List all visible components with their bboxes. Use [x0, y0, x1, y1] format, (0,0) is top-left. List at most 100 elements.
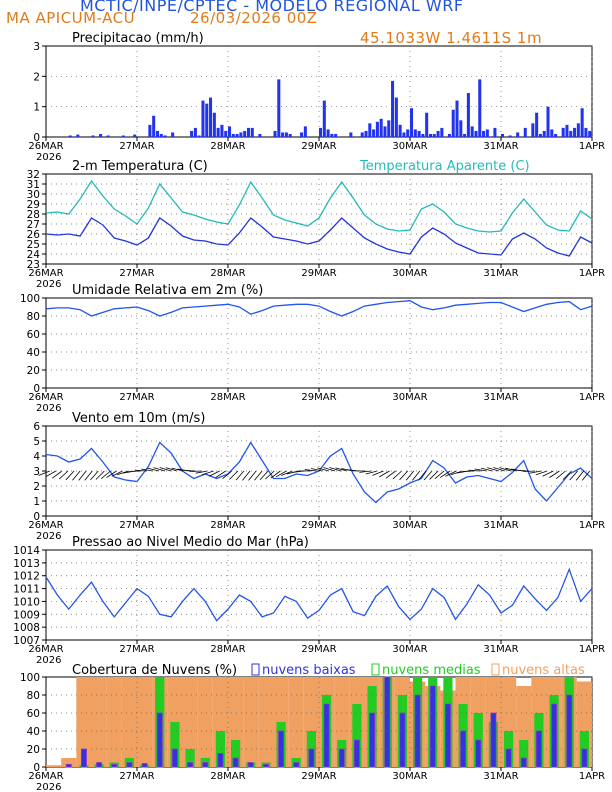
legend-label: nuvens altas — [502, 663, 585, 678]
precip-bar — [402, 132, 406, 137]
wind-barb — [505, 467, 518, 472]
cloud-low-bar — [141, 763, 148, 768]
precip-bar — [235, 133, 239, 137]
chart-title: Vento em 10m (m/s) — [72, 411, 205, 426]
x-tick-label: 28MAR — [210, 392, 245, 403]
x-year-label: 2026 — [36, 279, 61, 290]
x-tick-label: 27MAR — [119, 268, 154, 279]
wind-barb — [229, 470, 239, 480]
precip-bar — [451, 109, 455, 137]
wind-barb — [195, 470, 208, 474]
precip-bar — [478, 79, 482, 137]
x-year-label: 2026 — [36, 655, 61, 666]
x-tick-label: 1APR — [579, 392, 605, 403]
wind-barb — [78, 470, 87, 481]
cloud-low-bar — [187, 762, 194, 768]
precip-bar — [288, 133, 292, 137]
legend-label: Temperatura Aparente (C) — [359, 159, 530, 174]
wind-barb — [423, 470, 433, 481]
cloud-high-bar — [91, 677, 107, 767]
precip-bar — [193, 127, 197, 137]
wind-barb — [90, 470, 99, 481]
wind-barb — [569, 470, 578, 481]
precip-bar — [368, 123, 372, 137]
precip-bar — [360, 132, 364, 137]
wind-barb — [445, 470, 457, 477]
precip-bar — [190, 130, 194, 137]
cloud-high-bar — [61, 758, 77, 767]
cloud-low-bar — [80, 748, 87, 768]
x-tick-label: 27MAR — [119, 141, 154, 152]
x-tick-label: 28MAR — [210, 520, 245, 531]
x-tick-label: 31MAR — [483, 520, 518, 531]
wind-barb — [52, 470, 63, 479]
y-tick-label: 0 — [33, 762, 40, 774]
precip-bar — [231, 133, 235, 137]
chart-title: Precipitacao (mm/h) — [72, 31, 204, 46]
precip-bar — [463, 133, 467, 137]
cloud-high-bar — [46, 765, 62, 767]
legend-label: nuvens baixas — [262, 663, 356, 678]
wind-barb — [248, 470, 257, 481]
precip-bar — [561, 127, 565, 137]
precip-bar — [243, 130, 247, 137]
precip-bar — [508, 135, 512, 137]
wind-barb — [281, 470, 293, 476]
x-tick-label: 27MAR — [119, 644, 154, 655]
y-tick-label: 3 — [33, 466, 40, 478]
precip-bar — [224, 130, 228, 137]
precip-bar — [459, 120, 463, 137]
y-tick-label: 1007 — [13, 635, 40, 647]
legend-swatch — [371, 663, 380, 676]
wind-barb — [487, 467, 499, 472]
x-tick-label: 30MAR — [392, 392, 427, 403]
wind-barb — [128, 470, 141, 472]
y-tick-label: 23 — [27, 259, 40, 271]
wind-barb — [517, 469, 530, 472]
wind-barb — [159, 467, 172, 472]
x-year-label: 2026 — [36, 152, 61, 163]
chart-title: 2-m Temperatura (C) — [72, 159, 208, 174]
wind-barb — [429, 470, 439, 480]
cloud-low-bar — [505, 748, 512, 768]
wind-barb — [523, 470, 536, 473]
y-tick-label: 29 — [27, 199, 40, 211]
x-tick-label: 31MAR — [483, 771, 518, 782]
cloud-low-bar — [111, 763, 118, 768]
cloud-mid-bar — [170, 722, 180, 767]
y-tick-label: 2 — [33, 481, 40, 493]
precip-bar — [542, 130, 546, 137]
precip-bar — [501, 133, 505, 137]
precip-bar — [573, 127, 577, 137]
wind-barb — [462, 470, 475, 472]
wind-barb — [189, 470, 202, 473]
precip-bar — [436, 130, 440, 137]
cloud-high-bar — [137, 677, 153, 767]
wind-barb — [45, 470, 57, 478]
cloud-low-bar — [444, 703, 451, 768]
precip-bar — [171, 132, 175, 137]
wind-barb — [58, 470, 69, 480]
y-tick-label: 60 — [27, 708, 40, 720]
cloud-high-bar — [258, 677, 274, 767]
precip-bar — [349, 132, 353, 137]
y-tick-label: 1009 — [13, 609, 40, 621]
x-tick-label: 26MAR — [28, 771, 63, 782]
x-tick-label: 26MAR — [28, 268, 63, 279]
y-tick-label: 1011 — [13, 584, 40, 596]
chart-panel-1: 0 1 2 3 26MAR 27MAR 28MAR 29MAR 30MAR 31MAR 1APR 20… — [28, 31, 605, 163]
x-tick-label: 29MAR — [301, 392, 336, 403]
x-tick-label: 29MAR — [301, 771, 336, 782]
precip-bar — [440, 127, 444, 137]
wind-barb — [412, 470, 421, 481]
cloud-low-bar — [156, 712, 163, 768]
humidity-line — [45, 300, 593, 317]
x-tick-label: 26MAR — [28, 644, 63, 655]
x-tick-label: 28MAR — [210, 141, 245, 152]
wind-barb — [235, 470, 245, 481]
wind-barb — [493, 467, 505, 472]
y-tick-label: 30 — [27, 189, 40, 201]
x-tick-label: 30MAR — [392, 520, 427, 531]
x-tick-label: 31MAR — [483, 141, 518, 152]
precip-bar — [565, 124, 569, 137]
